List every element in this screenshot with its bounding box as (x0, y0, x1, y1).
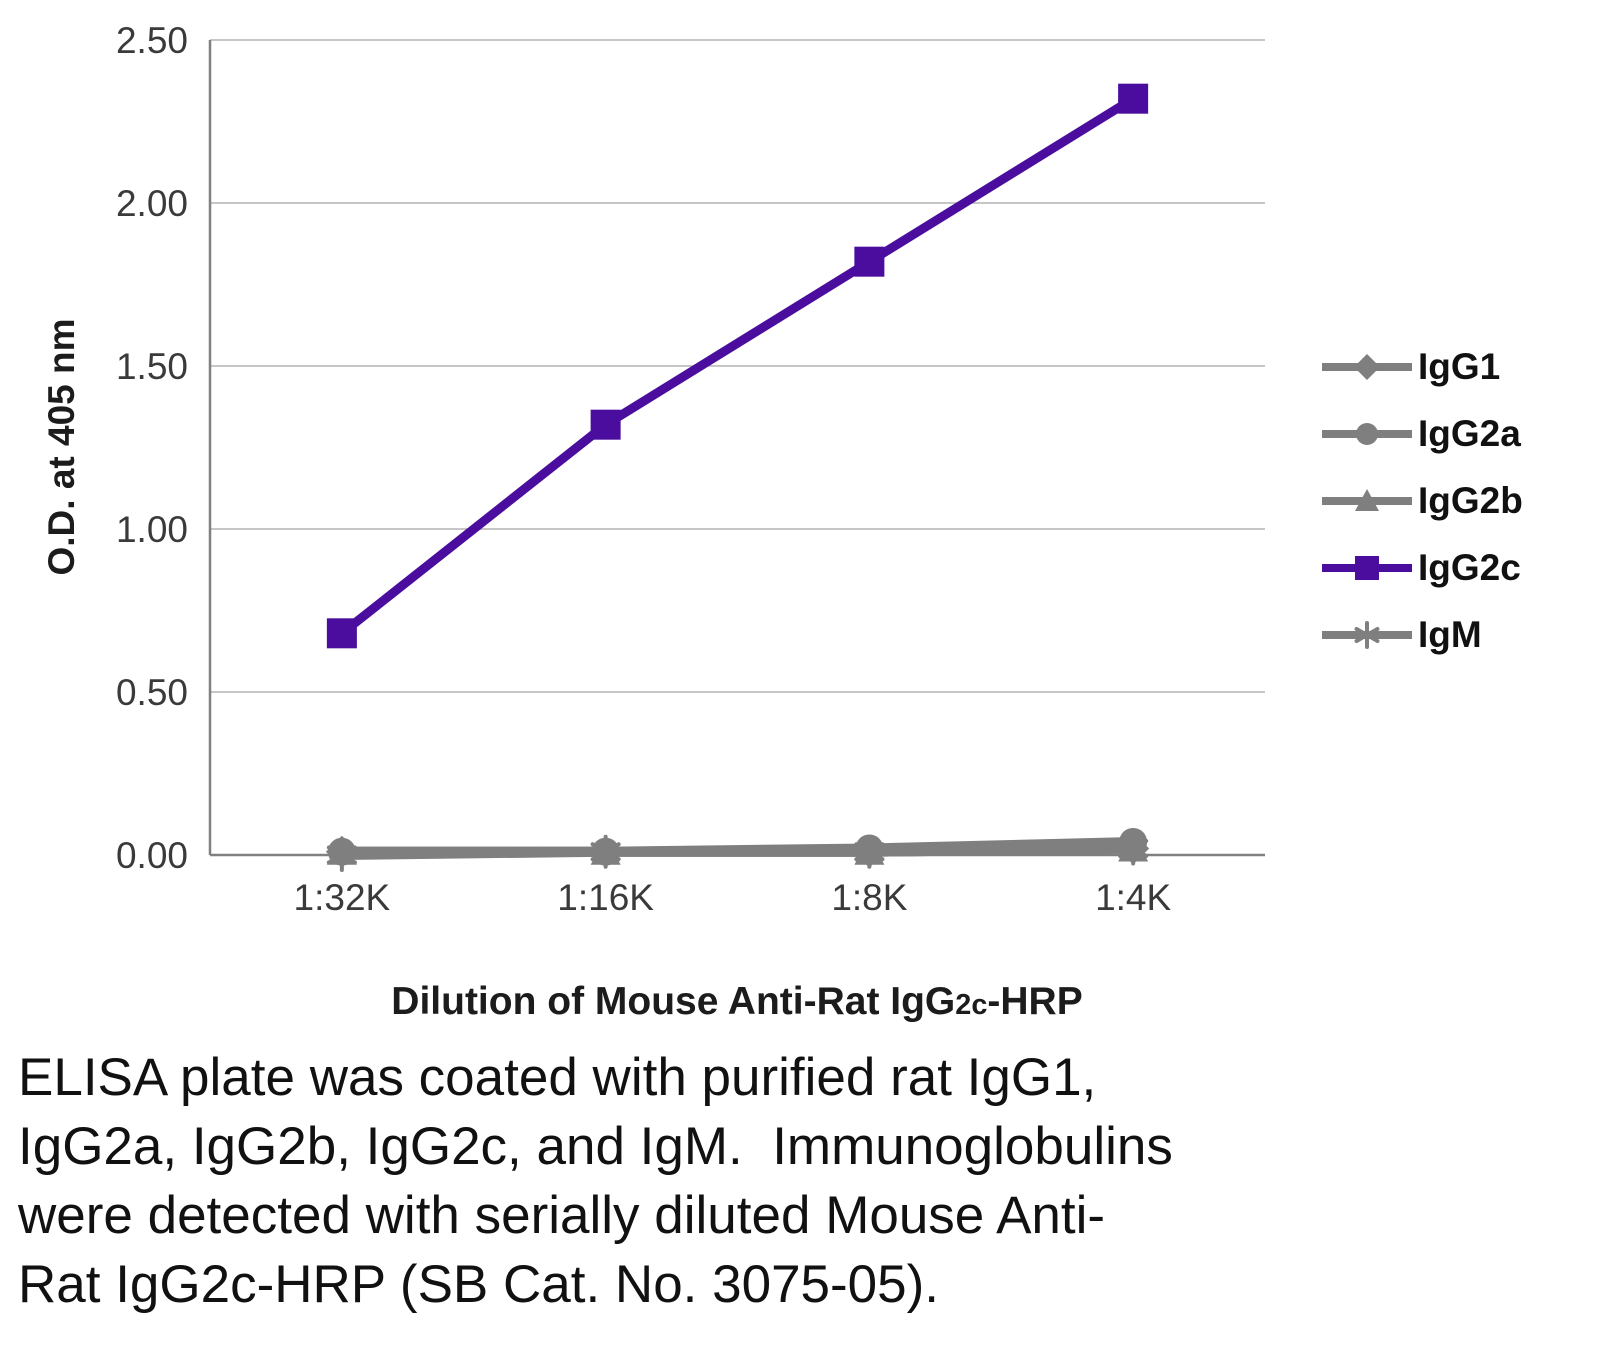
triangle-marker-icon (1322, 489, 1412, 511)
y-tick-label: 1.00 (116, 509, 188, 550)
legend-label: IgM (1418, 614, 1482, 655)
caption-line: were detected with serially diluted Mous… (18, 1185, 1106, 1245)
y-axis-title: O.D. at 405 nm (41, 318, 82, 576)
x-axis-title-prefix: Dilution of Mouse Anti-Rat IgG (391, 980, 956, 1023)
x-axis-title-subscript: 2c (955, 989, 988, 1021)
x-tick-label: 1:8K (831, 877, 907, 918)
diamond-marker-icon (1322, 354, 1412, 380)
caption-line: ELISA plate was coated with purified rat… (18, 1048, 1097, 1107)
y-tick-label: 0.50 (116, 672, 188, 713)
circle-marker-icon (1322, 423, 1412, 445)
legend: IgG1 IgG2a IgG2b IgG2c IgM (1320, 346, 1523, 656)
x-tick-label: 1:32K (294, 877, 391, 918)
legend-item-igg1: IgG1 (1320, 346, 1523, 388)
legend-label: IgG2a (1418, 413, 1521, 454)
legend-label: IgG2b (1418, 480, 1523, 521)
legend-item-igg2a: IgG2a (1320, 413, 1523, 455)
x-axis-title-suffix: -HRP (987, 980, 1083, 1023)
legend-item-igg2c: IgG2c (1320, 547, 1523, 589)
x-axis-title: Dilution of Mouse Anti-Rat IgG2c-HRP (391, 980, 1082, 1024)
y-tick-label: 1.50 (116, 346, 188, 387)
square-marker-icon (1322, 556, 1412, 580)
x-tick-label: 1:16K (557, 877, 654, 918)
caption-line: IgG2a, IgG2b, IgG2c, and IgM. Immunoglob… (18, 1116, 1173, 1176)
legend-label: IgG1 (1418, 346, 1501, 387)
star-marker-icon (1322, 621, 1412, 649)
y-tick-label: 0.00 (116, 835, 188, 876)
chart-svg: 0.00 0.50 1.00 1.50 2.00 2.50 1:32K 1:16K 1:8K 1:… (116, 20, 1265, 918)
legend-label: IgG2c (1418, 547, 1521, 588)
legend-item-igm: IgM (1320, 614, 1523, 656)
legend-item-igg2b: IgG2b (1320, 480, 1523, 522)
y-tick-label: 2.00 (116, 183, 188, 224)
caption-line: Rat IgG2c-HRP (SB Cat. No. 3075-05). (18, 1254, 940, 1314)
caption: ELISA plate was coated with purified rat… (18, 1044, 1538, 1320)
x-tick-label: 1:4K (1095, 877, 1171, 918)
y-tick-label: 2.50 (116, 20, 188, 61)
